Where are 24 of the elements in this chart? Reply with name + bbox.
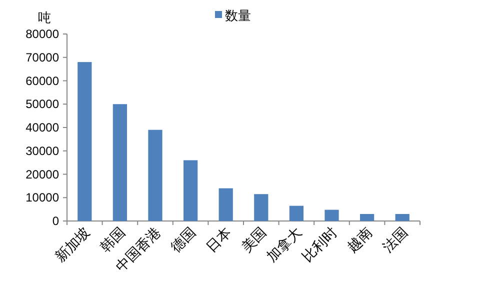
y-tick-label: 80000 <box>26 27 60 41</box>
y-tick-label: 50000 <box>26 97 60 112</box>
bar <box>289 206 304 221</box>
bar <box>112 104 128 221</box>
bar <box>395 214 410 221</box>
bar <box>360 214 374 221</box>
bar <box>324 210 339 221</box>
y-tick-label: 40000 <box>26 120 60 134</box>
bar <box>183 160 198 221</box>
y-tick-label: 70000 <box>26 50 60 64</box>
x-tick-label: 越南 <box>344 224 376 256</box>
bar <box>148 130 162 221</box>
bar <box>218 188 233 221</box>
bar <box>78 62 92 221</box>
x-tick-label: 德国 <box>168 224 200 256</box>
x-tick-label: 法国 <box>380 224 412 256</box>
bar <box>254 194 268 221</box>
y-axis-title: 吨 <box>38 10 51 25</box>
y-tick-label: 60000 <box>26 74 60 88</box>
x-tick-label: 日本 <box>204 224 235 256</box>
y-tick-label: 20000 <box>26 167 60 182</box>
legend-label: 数量 <box>225 8 251 23</box>
y-tick-label: 30000 <box>26 144 60 158</box>
y-tick-label: 10000 <box>26 190 60 205</box>
